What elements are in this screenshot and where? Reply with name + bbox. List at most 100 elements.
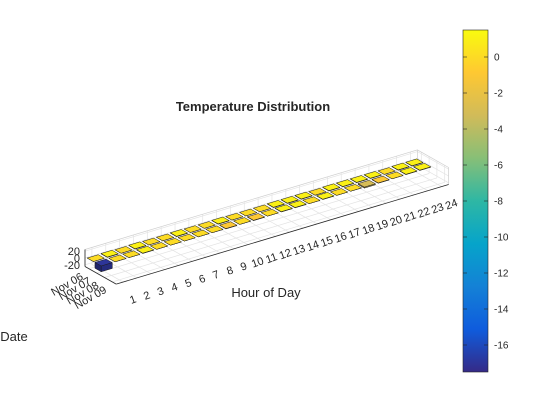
bar [385, 171, 404, 180]
colorbar-tick-label: -4 [494, 125, 503, 136]
x-tick-label: 6 [197, 273, 207, 286]
bar-top-face [114, 246, 133, 254]
bar [336, 179, 355, 188]
bar-top-face [86, 254, 105, 262]
x-tick-label: 16 [333, 230, 349, 245]
bar [294, 191, 313, 200]
bar-top-face [363, 171, 382, 179]
bar [280, 196, 299, 204]
bar [163, 238, 182, 246]
bar [170, 229, 188, 237]
grid-line [96, 173, 430, 274]
bar-top-face [142, 237, 161, 246]
bar [316, 192, 335, 200]
bar [288, 200, 307, 209]
bar [150, 242, 168, 250]
colorbar-tick-label: -8 [494, 197, 503, 208]
x-tick-label: 1 [128, 293, 138, 306]
x-tick-label: 12 [278, 247, 294, 262]
grid-line [104, 177, 438, 278]
bar-top-face [233, 217, 252, 225]
bar [363, 171, 382, 179]
bar [191, 229, 210, 238]
bar-top-face [350, 175, 368, 183]
bar [205, 225, 224, 233]
bar [136, 246, 155, 254]
bar [114, 246, 133, 254]
bar [156, 233, 174, 242]
x-tick-label: 17 [347, 226, 363, 241]
y-axis-label: Date [0, 329, 27, 344]
bar-top-face [128, 241, 147, 249]
bar [391, 162, 410, 171]
x-tick-label: 11 [264, 251, 279, 266]
bar [330, 188, 348, 196]
bar-top-face [385, 171, 404, 180]
bar-top-face [225, 212, 244, 221]
x-tick-label: 9 [239, 260, 249, 273]
bar [183, 225, 202, 233]
bar [86, 254, 105, 262]
x-tick-label: 13 [291, 243, 307, 258]
chart-title: Temperature Distribution [176, 99, 330, 114]
bar-top-face [391, 162, 410, 171]
x-tick-label: 4 [170, 281, 180, 294]
bar [122, 250, 141, 258]
bar [405, 158, 424, 167]
bar-top-face [330, 188, 348, 196]
bar [266, 200, 285, 208]
colorbar-ticks: 0 -2 -4 -6 -8 -10 -12 -14 -16 [463, 53, 509, 352]
bar [350, 175, 368, 183]
colorbar-tick-label: -14 [494, 305, 509, 316]
y-axis-line [84, 266, 117, 285]
bar-top-face [357, 180, 376, 188]
colorbar-tick-label: -6 [494, 161, 503, 172]
bar [260, 209, 279, 217]
colorbar-tick-label: -16 [494, 341, 509, 352]
bar-top-face [150, 242, 168, 250]
bar-top-face [100, 249, 119, 258]
bar-top-face [183, 225, 202, 233]
bar-top-face [274, 204, 293, 212]
x-axis-label: Hour of Day [231, 285, 301, 300]
bar [322, 183, 341, 192]
x-tick-label: 3 [156, 285, 166, 298]
bar-top-face [266, 200, 285, 208]
bar-top-face [122, 250, 141, 258]
bar-top-face [288, 200, 307, 208]
x-tick-label: 5 [184, 277, 194, 290]
bar [100, 249, 119, 258]
x-tick-label: 24 [444, 197, 460, 212]
bar [225, 212, 244, 221]
bar [142, 237, 161, 246]
bar [94, 258, 113, 272]
x-tick-label: 15 [319, 234, 335, 249]
bar [344, 184, 362, 192]
bar [211, 216, 230, 225]
bar [197, 221, 216, 229]
bar-top-face [316, 192, 335, 200]
bar [302, 196, 321, 204]
bar [108, 254, 127, 263]
axes-3d [84, 149, 449, 285]
bar [371, 175, 390, 184]
bar [377, 167, 396, 175]
bar-top-face [253, 204, 271, 212]
x-tick-label: 14 [305, 239, 321, 254]
x-tick-label: 22 [416, 205, 432, 220]
x-tick-label: 2 [142, 289, 152, 302]
bar-top-face [191, 229, 210, 238]
colorbar-tick-label: -12 [494, 269, 509, 280]
bar [399, 167, 418, 175]
bar [128, 241, 147, 250]
colorbar-tick-label: -10 [494, 233, 509, 244]
x-tick-label: 19 [375, 218, 391, 233]
bar-top-face [399, 167, 418, 175]
bar-top-face [205, 225, 224, 233]
x-tick-label: 18 [361, 222, 377, 237]
bar [308, 188, 327, 196]
z-tick-label: 0 [74, 253, 80, 265]
x-tick-label: 20 [388, 214, 404, 229]
bar-top-face [108, 254, 127, 263]
bar [239, 208, 258, 217]
